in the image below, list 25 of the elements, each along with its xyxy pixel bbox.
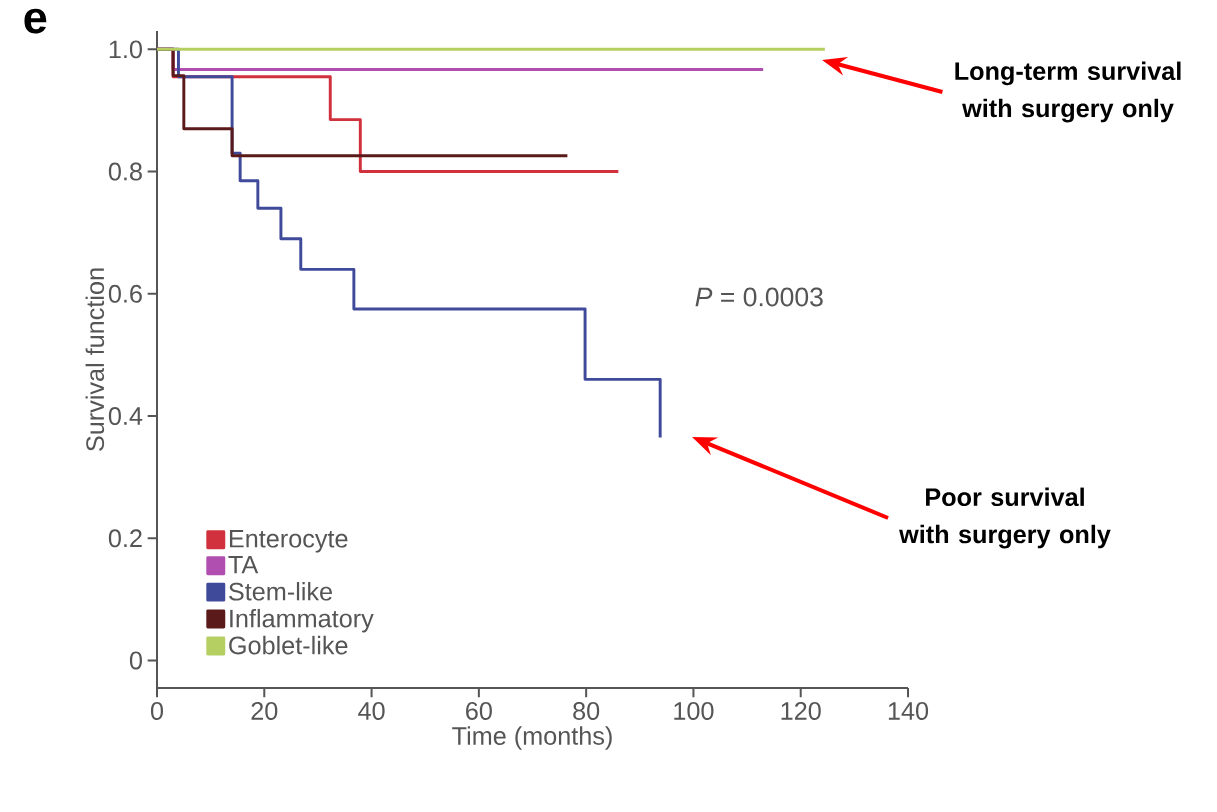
x-tick-label: 20 xyxy=(251,702,278,720)
x-tick-label: 100 xyxy=(674,702,714,720)
x-tick-label: 140 xyxy=(888,702,929,720)
annotation: P = 0.0003 xyxy=(695,287,823,307)
legend-label: TA xyxy=(228,556,259,574)
text: e xyxy=(24,8,47,34)
x-tick-label: 60 xyxy=(466,702,492,720)
x-tick-label: 40 xyxy=(358,702,385,720)
x-tick-label: 80 xyxy=(573,702,600,720)
legend-label: Inflammatory xyxy=(230,608,374,633)
y-tick-label: 0.8 xyxy=(108,162,142,181)
annotation: Poor survival with surgery only xyxy=(899,487,1111,549)
text: Long-term survival with surgery only xyxy=(955,61,1181,123)
legend-label: Stem-like xyxy=(229,582,332,601)
x-tick-label: 0 xyxy=(150,702,164,720)
x-axis-title: Time (months) xyxy=(452,726,612,750)
legend-label: Goblet-like xyxy=(229,635,348,655)
y-tick-label: 0.4 xyxy=(108,407,143,425)
y-tick-label: 1.0 xyxy=(109,40,142,59)
y-axis-title: Survival function xyxy=(85,268,105,451)
legend-label: Enterocyte xyxy=(229,530,348,553)
y-tick-label: 0.6 xyxy=(108,284,142,303)
x-tick-label: 120 xyxy=(781,702,821,720)
y-tick-label: 0.2 xyxy=(108,529,142,548)
y-tick-label: 0 xyxy=(129,651,142,670)
